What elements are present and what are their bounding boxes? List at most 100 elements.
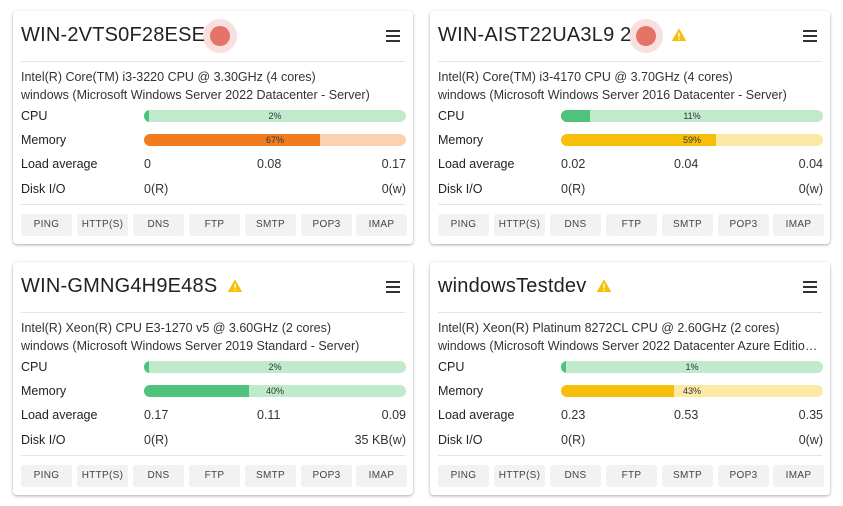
load-15m: 0.35 <box>798 408 823 422</box>
cpu-model: Intel(R) Xeon(R) Platinum 8272CL CPU @ 2… <box>438 321 780 335</box>
service-button-imap[interactable]: IMAP <box>356 465 407 487</box>
memory-percent: 67% <box>265 135 284 145</box>
memory-label: Memory <box>438 384 484 398</box>
memory-percent: 59% <box>682 135 701 145</box>
warning-icon <box>597 279 612 292</box>
cpu-bar: 1% <box>561 361 823 373</box>
service-button-ftp[interactable]: FTP <box>606 214 657 236</box>
service-button-dns[interactable]: DNS <box>550 214 601 236</box>
memory-bar: 43% <box>561 385 823 397</box>
load-5m: 0.53 <box>674 408 699 422</box>
load-average-label: Load average <box>438 157 515 171</box>
load-15m: 0.04 <box>798 157 823 171</box>
server-name[interactable]: WIN-2VTS0F28ESE <box>21 24 206 46</box>
load-15m: 0.09 <box>381 408 406 422</box>
divider <box>438 204 822 205</box>
memory-label: Memory <box>438 133 484 147</box>
load-1m: 0 <box>144 157 151 171</box>
cpu-label: CPU <box>438 360 465 374</box>
server-card: WIN-GMNG4H9E48S Intel(R) Xeon(R) CPU E3-… <box>13 262 413 495</box>
disk-write: 0(w) <box>798 433 823 447</box>
server-card: WIN-AIST22UA3L9 2 Intel(R) Core(TM) i3-4… <box>430 11 830 244</box>
memory-percent: 43% <box>682 386 701 396</box>
disk-io-label: Disk I/O <box>438 433 483 447</box>
service-button-https[interactable]: HTTP(S) <box>77 465 128 487</box>
service-button-pop3[interactable]: POP3 <box>718 465 769 487</box>
service-buttons: PING HTTP(S) DNS FTP SMTP POP3 IMAP <box>438 465 824 487</box>
service-button-smtp[interactable]: SMTP <box>245 214 296 236</box>
card-menu-icon[interactable] <box>383 276 405 296</box>
load-1m: 0.02 <box>561 157 586 171</box>
service-button-ping[interactable]: PING <box>438 465 489 487</box>
disk-io-label: Disk I/O <box>21 433 66 447</box>
memory-label: Memory <box>21 384 67 398</box>
service-button-https[interactable]: HTTP(S) <box>494 214 545 236</box>
disk-read: 0(R) <box>561 182 586 196</box>
cpu-model: Intel(R) Core(TM) i3-3220 CPU @ 3.30GHz … <box>21 70 316 84</box>
service-button-imap[interactable]: IMAP <box>356 214 407 236</box>
service-button-pop3[interactable]: POP3 <box>301 465 352 487</box>
service-button-smtp[interactable]: SMTP <box>662 465 713 487</box>
service-button-smtp[interactable]: SMTP <box>662 214 713 236</box>
divider <box>21 312 405 313</box>
divider <box>438 312 822 313</box>
card-menu-icon[interactable] <box>383 25 405 45</box>
disk-write: 0(w) <box>381 182 406 196</box>
warning-icon <box>672 28 687 41</box>
cpu-percent: 2% <box>268 111 282 121</box>
server-card: WIN-2VTS0F28ESE Intel(R) Core(TM) i3-322… <box>13 11 413 244</box>
load-average-label: Load average <box>21 157 98 171</box>
cpu-label: CPU <box>21 360 48 374</box>
service-button-https[interactable]: HTTP(S) <box>494 465 545 487</box>
service-button-ftp[interactable]: FTP <box>189 214 240 236</box>
divider <box>438 455 822 456</box>
cpu-bar: 11% <box>561 110 823 122</box>
cpu-model: Intel(R) Xeon(R) CPU E3-1270 v5 @ 3.60GH… <box>21 321 332 335</box>
service-button-dns[interactable]: DNS <box>550 465 601 487</box>
cpu-percent: 1% <box>685 362 699 372</box>
service-button-dns[interactable]: DNS <box>133 214 184 236</box>
cpu-label: CPU <box>21 109 48 123</box>
server-name[interactable]: windowsTestdev <box>438 275 587 297</box>
card-menu-icon[interactable] <box>800 276 822 296</box>
load-5m: 0.04 <box>674 157 699 171</box>
cpu-bar-fill <box>144 110 150 122</box>
divider <box>438 61 822 62</box>
divider <box>21 61 405 62</box>
service-button-pop3[interactable]: POP3 <box>718 214 769 236</box>
server-name[interactable]: WIN-AIST22UA3L9 2 <box>438 24 632 46</box>
service-button-https[interactable]: HTTP(S) <box>77 214 128 236</box>
service-button-ftp[interactable]: FTP <box>606 465 657 487</box>
cpu-bar-fill <box>561 110 590 122</box>
memory-percent: 40% <box>265 386 284 396</box>
cpu-label: CPU <box>438 109 465 123</box>
service-button-ftp[interactable]: FTP <box>189 465 240 487</box>
service-button-smtp[interactable]: SMTP <box>245 465 296 487</box>
os-info: windows (Microsoft Windows Server 2022 D… <box>438 339 822 353</box>
load-1m: 0.23 <box>561 408 586 422</box>
os-info: windows (Microsoft Windows Server 2016 D… <box>438 88 787 102</box>
memory-bar-fill <box>144 134 320 146</box>
load-average-label: Load average <box>438 408 515 422</box>
card-header: WIN-AIST22UA3L9 2 <box>438 19 822 53</box>
service-button-pop3[interactable]: POP3 <box>301 214 352 236</box>
server-name[interactable]: WIN-GMNG4H9E48S <box>21 275 218 297</box>
service-button-ping[interactable]: PING <box>21 214 72 236</box>
memory-bar: 67% <box>144 134 406 146</box>
cpu-percent: 11% <box>683 111 701 121</box>
service-button-ping[interactable]: PING <box>438 214 489 236</box>
disk-read: 0(R) <box>144 182 169 196</box>
service-button-ping[interactable]: PING <box>21 465 72 487</box>
status-error-icon <box>629 19 664 53</box>
cpu-model: Intel(R) Core(TM) i3-4170 CPU @ 3.70GHz … <box>438 70 733 84</box>
cpu-percent: 2% <box>268 362 282 372</box>
memory-bar: 59% <box>561 134 823 146</box>
disk-write: 0(w) <box>798 182 823 196</box>
service-button-imap[interactable]: IMAP <box>773 214 824 236</box>
card-menu-icon[interactable] <box>800 25 822 45</box>
service-button-dns[interactable]: DNS <box>133 465 184 487</box>
service-button-imap[interactable]: IMAP <box>773 465 824 487</box>
divider <box>21 455 405 456</box>
card-header: WIN-GMNG4H9E48S <box>21 272 405 300</box>
load-average-label: Load average <box>21 408 98 422</box>
